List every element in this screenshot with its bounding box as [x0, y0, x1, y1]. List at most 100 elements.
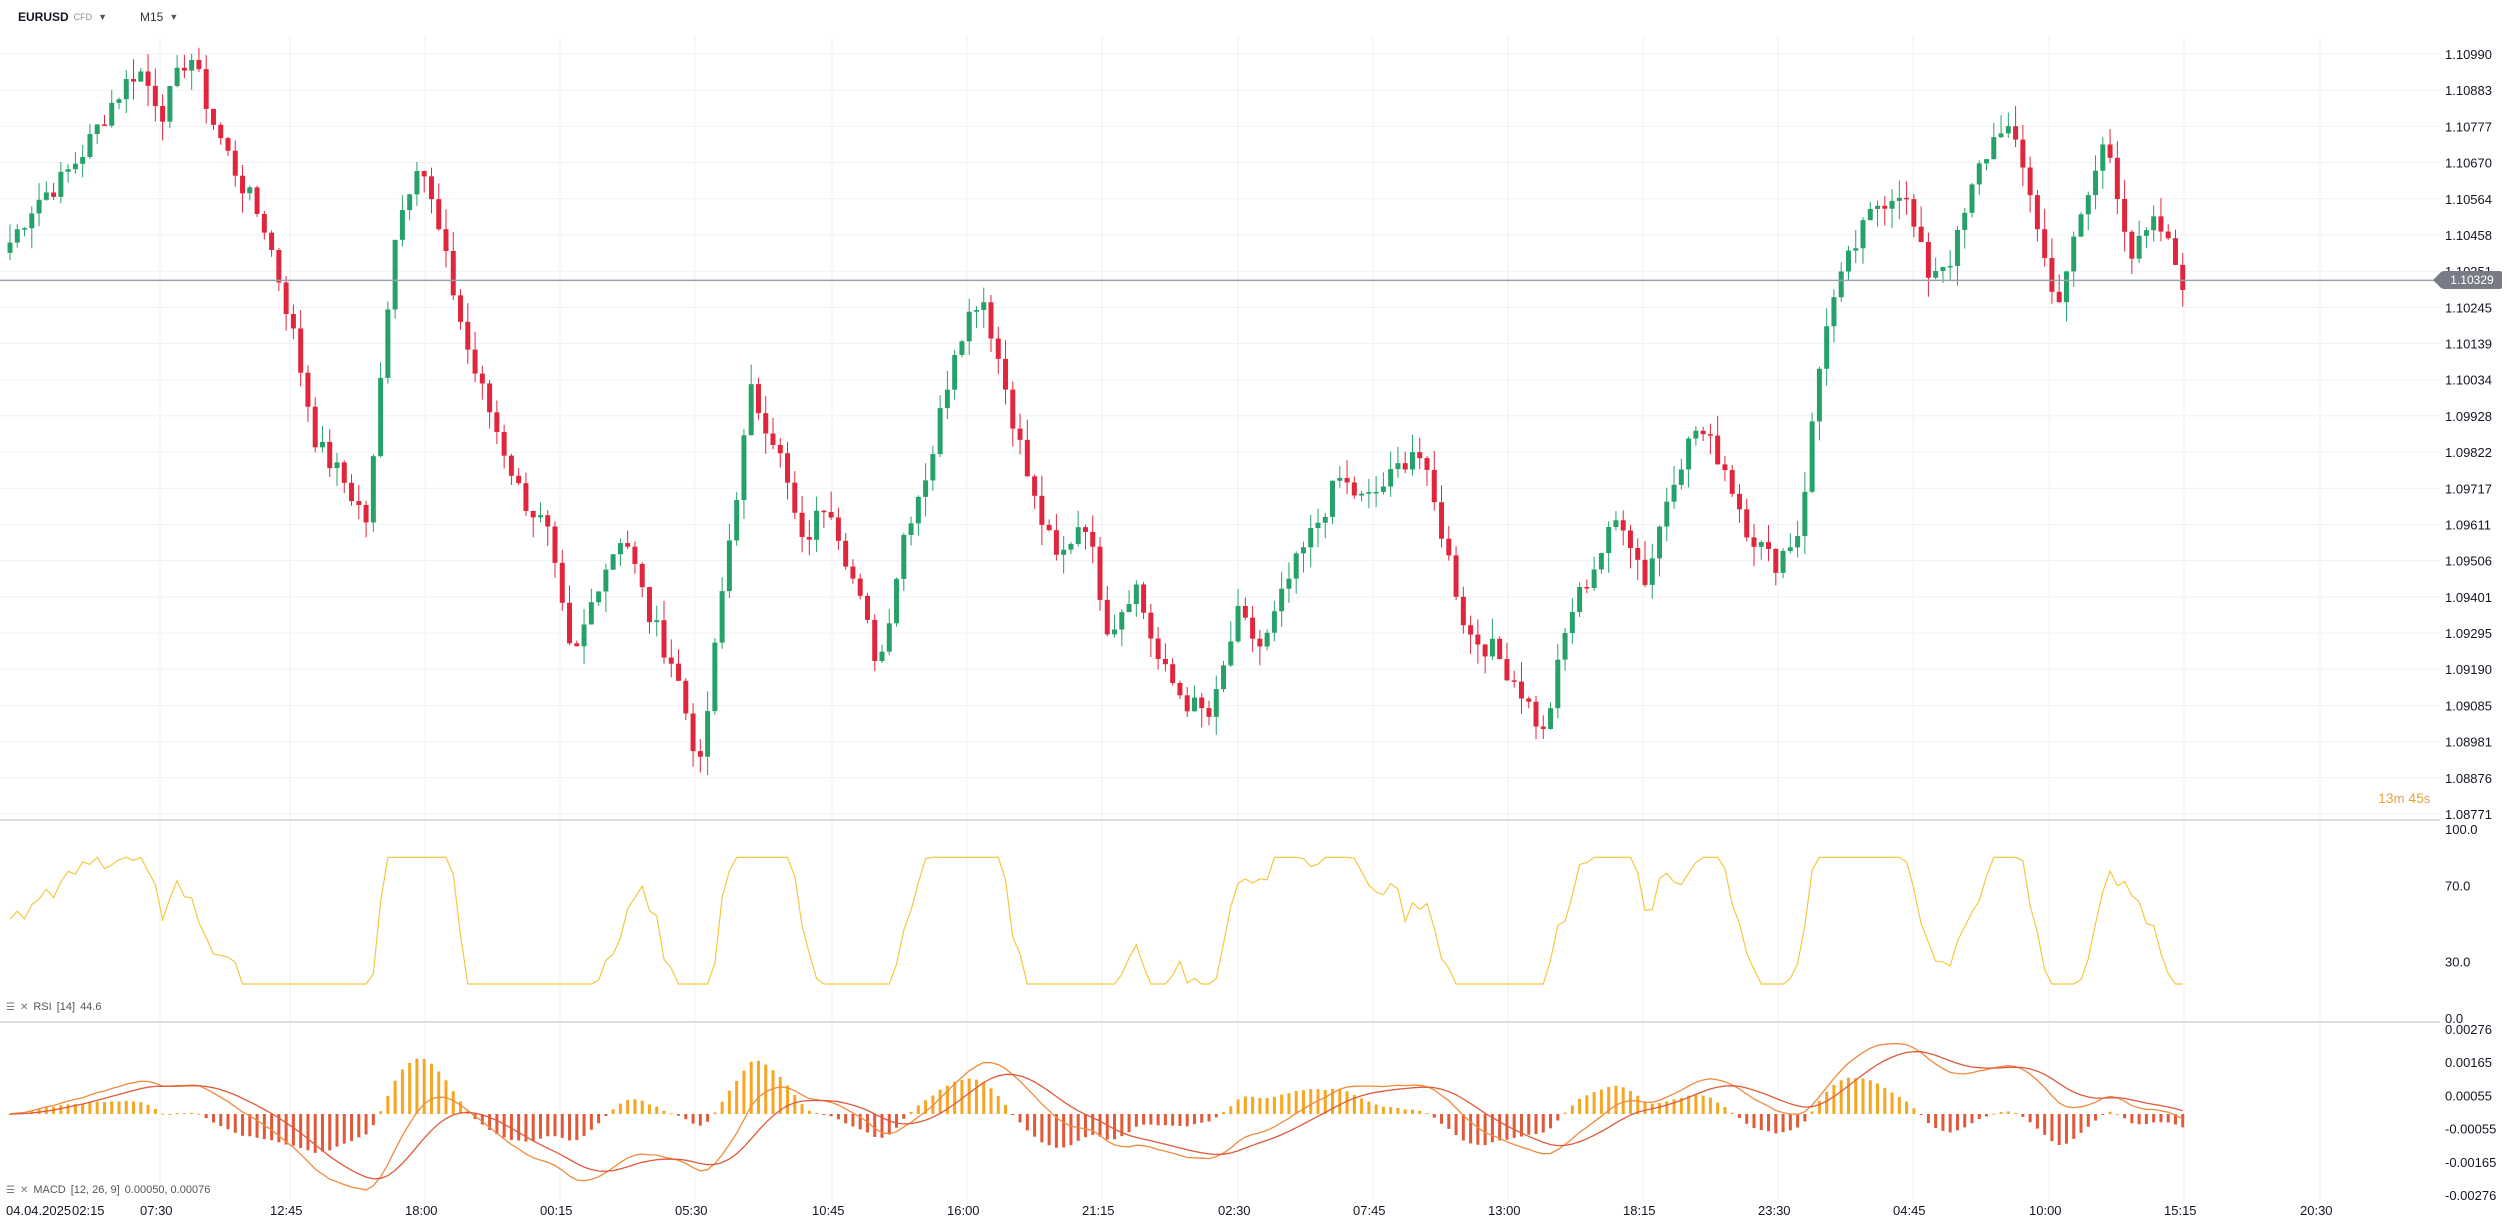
candle-body: [2042, 229, 2048, 258]
candle-body: [1482, 644, 1488, 657]
macd-histogram-bar: [1113, 1114, 1117, 1140]
macd-histogram-bar: [197, 1113, 201, 1115]
macd-legend[interactable]: ☰ ✕ MACD [12, 26, 9] 0.00050, 0.00076: [6, 1184, 210, 1196]
macd-histogram-bar: [1687, 1095, 1691, 1114]
candle-body: [792, 482, 798, 513]
macd-histogram-bar: [2021, 1114, 2025, 1117]
candle-body: [1736, 493, 1742, 510]
macd-histogram-bar: [66, 1104, 70, 1114]
macd-histogram-bar: [2079, 1114, 2083, 1133]
macd-histogram-bar: [1236, 1099, 1240, 1114]
chart-toolbar: EURUSD CFD ▼ M15 ▼: [0, 0, 2440, 36]
candle-body: [1766, 542, 1772, 549]
macd-histogram-bar: [873, 1114, 877, 1137]
time-tick-label: 07:30: [140, 1203, 173, 1218]
rsi-tick-label: 70.0: [2445, 879, 2470, 894]
macd-histogram-bar: [1287, 1093, 1291, 1114]
candle-body: [1090, 531, 1096, 547]
candle-body: [1286, 578, 1292, 589]
macd-histogram-bar: [945, 1085, 949, 1114]
candle-body: [472, 349, 478, 374]
candle-body: [1809, 421, 1815, 492]
macd-histogram-bar: [1331, 1088, 1335, 1114]
macd-histogram-bar: [437, 1071, 441, 1114]
macd-histogram-bar: [1832, 1084, 1836, 1114]
candle-body: [799, 512, 805, 537]
macd-histogram-bar: [1897, 1096, 1901, 1114]
candle-body: [1896, 197, 1902, 201]
macd-histogram-bar: [1788, 1114, 1792, 1131]
macd-histogram-bar: [1120, 1114, 1124, 1137]
price-tick-label: 1.09611: [2445, 517, 2491, 532]
candle-body: [508, 455, 514, 476]
candle-body: [1453, 555, 1459, 597]
macd-histogram-bar: [553, 1114, 557, 1137]
interval-selector[interactable]: M15 ▼: [140, 10, 178, 24]
candle-body: [1250, 617, 1256, 639]
list-icon[interactable]: ☰: [6, 1184, 15, 1196]
candle-body: [349, 482, 355, 502]
macd-histogram-bar: [1396, 1107, 1400, 1114]
candle-body: [646, 587, 652, 623]
price-tick-label: 1.09717: [2445, 481, 2492, 496]
macd-histogram-bar: [662, 1110, 666, 1114]
macd-histogram-bar: [626, 1100, 630, 1114]
candle-body: [2158, 216, 2164, 232]
candle-body: [363, 504, 369, 523]
macd-histogram-bar: [575, 1114, 579, 1141]
candle-body: [1853, 248, 1859, 251]
candle-body: [1206, 708, 1212, 717]
candle-body: [428, 176, 434, 200]
time-tick-label: 02:30: [1218, 1203, 1251, 1218]
candle-body: [1199, 697, 1205, 709]
close-icon[interactable]: ✕: [19, 1001, 29, 1013]
candle-body: [1889, 200, 1895, 209]
candle-body: [1264, 632, 1270, 647]
candle-body: [1577, 586, 1583, 613]
macd-histogram-bar: [175, 1113, 179, 1115]
candle-body: [87, 134, 93, 158]
macd-histogram-bar: [1636, 1095, 1640, 1114]
macd-histogram-bar: [1527, 1114, 1531, 1135]
candle-body: [1351, 482, 1357, 496]
candle-body: [378, 377, 384, 457]
candle-body: [80, 157, 86, 164]
macd-histogram-bar: [989, 1088, 993, 1114]
macd-histogram-bar: [916, 1105, 920, 1114]
candle-body: [14, 229, 20, 243]
macd-histogram-bar: [1214, 1114, 1218, 1118]
macd-histogram-bar: [306, 1114, 310, 1151]
macd-histogram-bar: [640, 1100, 644, 1114]
macd-histogram-bar: [1062, 1114, 1066, 1148]
candle-body: [399, 210, 405, 240]
price-tick-label: 1.10458: [2445, 228, 2492, 243]
close-icon[interactable]: ✕: [19, 1184, 29, 1196]
list-icon[interactable]: ☰: [6, 1001, 15, 1013]
macd-histogram-bar: [1854, 1078, 1858, 1114]
candle-body: [7, 242, 13, 253]
candle-body: [588, 602, 594, 625]
candle-body: [1947, 265, 1953, 268]
chevron-down-icon: ▼: [98, 12, 108, 22]
symbol-name: EURUSD: [18, 10, 69, 24]
macd-histogram-bar: [1156, 1114, 1160, 1126]
rsi-legend[interactable]: ☰ ✕ RSI [14] 44.6: [6, 1001, 101, 1013]
symbol-selector[interactable]: EURUSD CFD ▼: [18, 10, 107, 24]
macd-histogram-bar: [1425, 1113, 1429, 1115]
macd-histogram-bar: [1519, 1114, 1523, 1137]
candle-body: [814, 510, 820, 540]
macd-histogram-bar: [822, 1114, 826, 1115]
candle-body: [51, 192, 57, 197]
macd-histogram-bar: [953, 1081, 957, 1114]
macd-histogram-bar: [1410, 1109, 1414, 1114]
candle-body: [1235, 605, 1241, 642]
candle-body: [1845, 250, 1851, 272]
candle-body: [2107, 144, 2113, 158]
candle-body: [1518, 681, 1524, 699]
time-tick-label: 05:30: [675, 1203, 708, 1218]
macd-histogram-bar: [1621, 1087, 1625, 1114]
macd-histogram-bar: [364, 1114, 368, 1135]
macd-histogram-bar: [110, 1101, 114, 1114]
macd-histogram-bar: [1091, 1114, 1095, 1135]
